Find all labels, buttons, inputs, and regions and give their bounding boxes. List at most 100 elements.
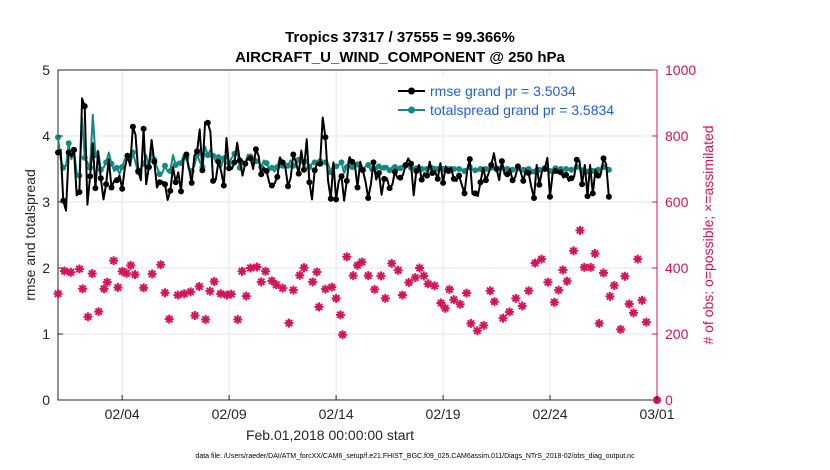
obs-point-54 [342, 252, 352, 262]
series-totalspread-point-190 [563, 166, 570, 172]
obs-point-41 [278, 283, 288, 293]
obs-point-93 [562, 276, 572, 286]
left-axis-ticks: 0 1 2 3 4 5 [42, 62, 63, 408]
obs-point-5 [83, 312, 93, 322]
obs-point-23-core [188, 289, 193, 294]
series-rmse-point-80 [268, 182, 275, 189]
series-totalspread-point-124 [386, 167, 393, 174]
obs-point-79-core [481, 323, 486, 328]
obs-point-44 [295, 270, 305, 280]
obs-point-80 [485, 286, 495, 296]
obs-point-31 [226, 289, 236, 299]
obs-point-8 [99, 284, 109, 294]
right-axis-ticks: 0 200 400 600 800 1000 [652, 62, 696, 408]
obs-point-93-core [565, 279, 570, 284]
series-rmse-point-188 [557, 169, 564, 176]
obs-point-2 [66, 267, 76, 277]
obs-point-65 [404, 278, 414, 287]
obs-point-18 [156, 260, 166, 270]
series-rmse-point-72 [247, 155, 254, 162]
obs-point-50 [327, 282, 337, 292]
series-rmse-point-122 [381, 175, 388, 182]
obs-point-89-core [545, 280, 550, 285]
obs-point-21 [173, 290, 183, 300]
obs-point-24-core [192, 313, 197, 318]
obs-point-64-core [400, 293, 405, 298]
series-rmse-point-118 [370, 159, 377, 166]
obs-point-99 [594, 318, 604, 328]
series-rmse-point-158 [477, 179, 484, 186]
series-rmse-line [57, 97, 610, 212]
obs-point-18-core [158, 262, 163, 267]
series-rmse-point-168 [504, 171, 511, 178]
series-rmse-point-46 [178, 188, 184, 195]
obs-point-19-core [163, 290, 167, 295]
obs-point-20 [164, 314, 174, 324]
obs-point-99-core [597, 321, 602, 326]
obs-point-31-core [229, 292, 234, 297]
obs-point-48 [314, 302, 324, 312]
obs-point-58 [363, 271, 373, 281]
obs-point-69-core [426, 281, 431, 286]
obs-point-22-core [182, 291, 187, 296]
series-rmse-point-108 [343, 177, 350, 184]
obs-point-29-core [218, 291, 223, 296]
obs-point-51-core [334, 296, 339, 301]
series-totalspread-point-56 [204, 152, 211, 159]
y-right-tick-label-5: 1000 [665, 62, 696, 78]
series-rmse-point-174 [520, 177, 527, 184]
series-totalspread-point-156 [472, 167, 479, 174]
series-rmse-point-138 [424, 172, 430, 179]
series-rmse-point-90 [295, 170, 302, 177]
obs-point-14-core [128, 263, 133, 268]
obs-point-95-core [578, 228, 582, 233]
obs-point-104-core [622, 274, 627, 279]
series-rmse-point-148 [450, 175, 457, 182]
obs-point-19 [160, 288, 170, 298]
series-rmse-point-102 [327, 195, 334, 202]
obs-point-42 [284, 318, 294, 328]
obs-point-88-core [539, 257, 544, 262]
obs-point-38 [261, 266, 270, 276]
obs-point-105 [624, 299, 634, 309]
obs-point-8-core [102, 286, 106, 291]
obs-point-34-core [244, 294, 249, 299]
series-rmse-point-176 [525, 170, 532, 176]
obs-point-87-core [533, 261, 538, 266]
obs-point-52-core [338, 312, 343, 317]
obs-point-68 [419, 271, 429, 281]
obs-point-15-core [133, 272, 137, 277]
obs-point-6 [87, 269, 97, 279]
obs-point-46-core [310, 279, 315, 284]
obs-point-77-core [468, 321, 473, 326]
legend-spread-label: totalspread grand pr = 3.5834 [430, 102, 614, 118]
obs-point-1-core [62, 269, 67, 273]
series-rmse-point-198 [584, 193, 591, 200]
series-rmse-point-10 [81, 103, 88, 110]
y-tick-label-3: 3 [42, 194, 50, 210]
obs-point-82 [498, 313, 508, 323]
series-rmse-point-84 [279, 159, 286, 166]
series-rmse-point-144 [440, 179, 447, 186]
series-rmse-point-52 [194, 148, 201, 155]
obs-point-13-core [124, 271, 129, 276]
obs-point-83 [504, 307, 514, 317]
obs-point-104 [620, 271, 630, 281]
obs-point-108-core [640, 298, 644, 303]
series-rmse-point-30 [135, 168, 142, 174]
obs-point-74 [449, 295, 459, 305]
series-rmse-point-100 [322, 134, 329, 141]
series-rmse-point-34 [145, 164, 152, 170]
series-totalspread-point-126 [391, 164, 398, 170]
obs-point-91-core [556, 288, 561, 293]
series-rmse-point-22 [113, 177, 120, 184]
obs-point-68-core [421, 273, 426, 278]
series-rmse-point-98 [317, 160, 324, 167]
obs-point-25-core [197, 284, 202, 289]
series-rmse-point-24 [119, 185, 126, 192]
obs-point-67 [415, 263, 424, 273]
obs-point-88 [537, 254, 546, 264]
obs-point-2-core [68, 270, 73, 275]
obs-point-78 [472, 326, 482, 336]
obs-point-33 [237, 266, 247, 276]
